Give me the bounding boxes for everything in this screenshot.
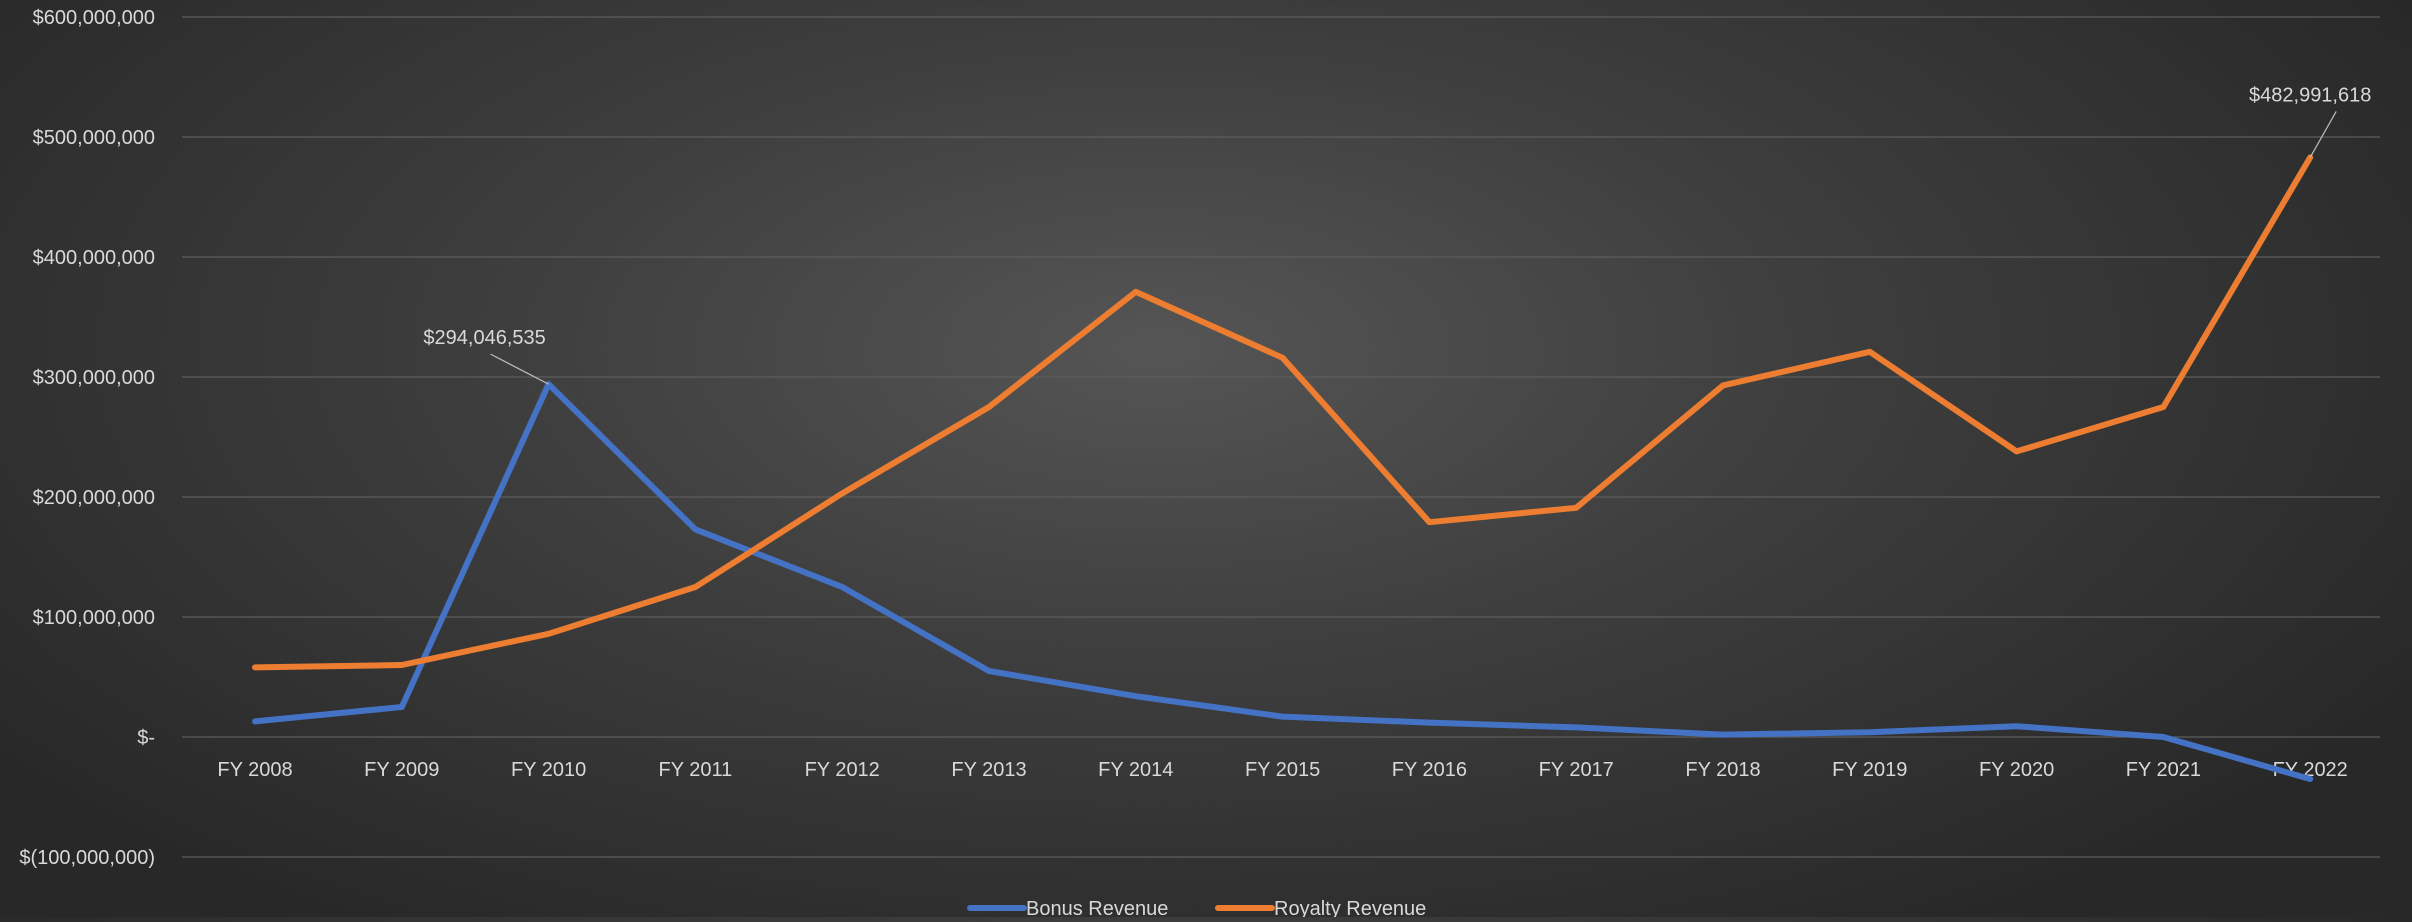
x-tick-label: FY 2010 (511, 759, 586, 781)
x-tick-label: FY 2019 (1832, 759, 1907, 781)
gridlines (182, 16, 2380, 858)
x-tick-label: FY 2021 (2126, 759, 2201, 781)
x-tick-label: FY 2012 (805, 759, 880, 781)
x-tick-label: FY 2016 (1392, 759, 1467, 781)
x-axis-ticks: FY 2008 FY 2009 FY 2010 FY 2011 FY 2012 FY 20… (217, 759, 2347, 781)
x-tick-label: FY 2017 (1539, 759, 1614, 781)
data-label: $294,046,535 (423, 327, 545, 349)
y-tick-label: $- (137, 727, 155, 749)
x-tick-label: FY 2015 (1245, 759, 1320, 781)
x-tick-label: FY 2020 (1979, 759, 2054, 781)
series-lines (252, 154, 2314, 782)
x-tick-label: FY 2014 (1098, 759, 1173, 781)
data-labels: $294,046,535 $482,991,618 (423, 84, 2371, 385)
legend: Bonus Revenue Royalty Revenue (967, 898, 1426, 920)
y-tick-label: $300,000,000 (33, 367, 155, 389)
data-label-leader (490, 353, 549, 385)
series-line-1 (252, 381, 2314, 782)
y-tick-label: $500,000,000 (33, 127, 155, 149)
data-label-leader (2309, 111, 2337, 158)
data-label: $482,991,618 (2249, 84, 2371, 106)
y-tick-label: $100,000,000 (33, 607, 155, 629)
legend-label-1: Bonus Revenue (1026, 898, 1168, 917)
x-tick-label: FY 2018 (1685, 759, 1760, 781)
x-tick-label: FY 2011 (659, 759, 733, 781)
x-tick-label: FY 2008 (217, 759, 292, 781)
y-tick-label: $200,000,000 (33, 487, 155, 509)
y-tick-label: $600,000,000 (33, 7, 155, 29)
x-tick-label: FY 2009 (364, 759, 439, 781)
y-tick-label: $400,000,000 (33, 247, 155, 269)
x-tick-label: FY 2013 (951, 759, 1026, 781)
y-axis-ticks: $(100,000,000) $- $100,000,000 $200,000,000… (19, 7, 155, 869)
y-tick-label: $(100,000,000) (19, 847, 155, 869)
series-line-2 (252, 154, 2314, 671)
legend-label-2: Royalty Revenue (1274, 898, 1426, 917)
